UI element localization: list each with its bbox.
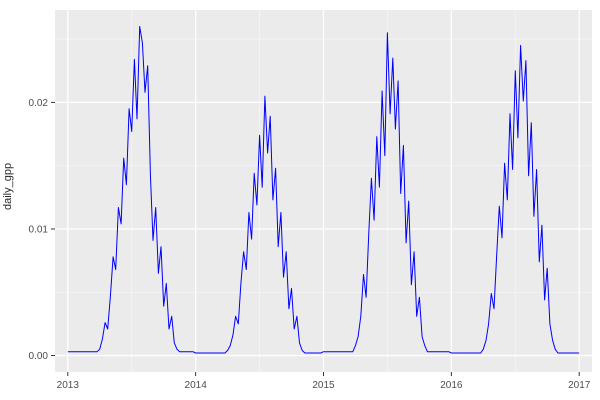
y-axis-tick-labels: 0.00 0.01 0.02 — [29, 98, 49, 362]
grid-major — [55, 10, 592, 372]
y-tick-label: 0.02 — [29, 98, 49, 109]
y-tick-label: 0.00 — [29, 351, 49, 362]
x-tick-label: 2014 — [185, 380, 208, 391]
y-axis-title: daily_gpp — [2, 162, 14, 210]
x-axis-tick-labels: 2013 2014 2015 2016 2017 — [57, 380, 591, 391]
x-tick-label: 2013 — [57, 380, 80, 391]
axis-ticks — [51, 101, 580, 376]
daily-gpp-line — [67, 26, 580, 354]
x-tick-label: 2017 — [568, 380, 591, 391]
y-tick-label: 0.01 — [29, 224, 49, 235]
x-tick-label: 2015 — [312, 380, 335, 391]
x-tick-label: 2016 — [440, 380, 463, 391]
